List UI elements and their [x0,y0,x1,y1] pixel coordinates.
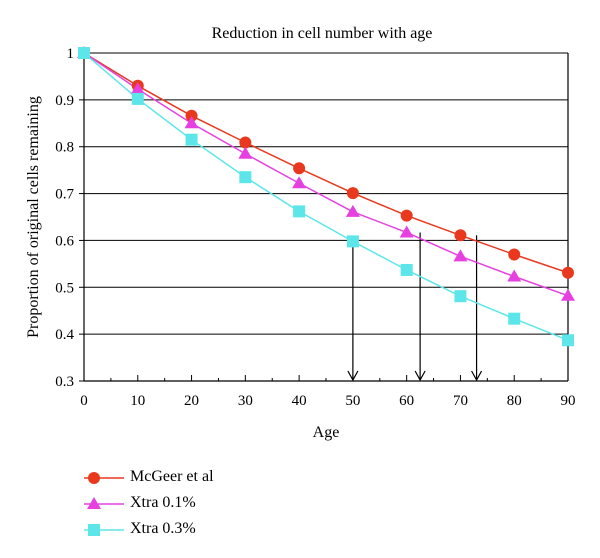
data-point [130,82,145,95]
legend-item-xtra-03: Xtra 0.3% [82,518,282,544]
y-gridlines [84,52,568,382]
annotation-arrows [347,232,483,382]
y-tick-label: 0.9 [55,93,74,109]
data-point [131,92,144,105]
x-axis: 0 10 20 30 40 50 60 70 80 90 [80,375,576,409]
annotation-arrow-head [471,370,483,382]
y-axis-label: Proportion of original cells remaining [25,96,42,338]
data-point [508,248,521,261]
data-point [454,229,467,242]
data-point [238,146,253,159]
y-tick-label: 0.5 [55,280,74,296]
data-point [345,204,360,217]
y-axis: 0.3 0.4 0.5 0.6 0.7 0.8 0.9 1 [55,46,569,390]
data-point [400,209,413,222]
data-point [292,176,307,189]
y-tick-label: 0.3 [55,374,74,390]
x-tick-label: 70 [453,393,468,409]
data-point [293,205,306,218]
legend-swatch-triangle [84,497,124,509]
x-tick-label: 20 [184,393,199,409]
x-tick-label: 0 [80,393,88,409]
data-point [239,171,252,184]
y-tick-label: 0.6 [55,233,74,249]
legend-label: Xtra 0.3% [130,520,196,537]
data-point [185,109,198,122]
annotation-arrow-head [347,370,359,382]
series-line [83,52,569,341]
data-point [400,263,413,276]
data-point [399,225,414,238]
data-point [561,288,575,301]
annotation-arrow-head [414,370,426,382]
legend-label: McGeer et al [130,468,214,485]
data-point [293,162,306,175]
x-tick-label: 90 [561,393,576,409]
series-markers [77,46,575,347]
data-point [239,136,252,149]
data-point [562,266,574,279]
chart-title: Reduction in cell number with age [212,25,433,42]
data-point [507,269,522,282]
x-axis-label: Age [313,424,340,441]
data-point [185,133,198,146]
y-tick-label: 0.4 [55,327,74,343]
data-point [346,187,359,200]
x-tick-label: 10 [130,393,145,409]
legend-item-mcgeer: McGeer et al [82,466,282,492]
data-point [78,47,90,59]
series-line [83,52,569,274]
data-point [508,312,521,325]
y-tick-label: 0.7 [55,187,74,203]
x-tick-label: 80 [507,393,522,409]
data-point [562,334,574,347]
data-point [346,235,359,248]
legend-item-xtra-01: Xtra 0.1% [82,492,282,518]
data-point [453,249,468,262]
legend: McGeer et al Xtra 0.1% Xtra 0.3% [82,466,282,544]
series-lines [83,52,569,341]
x-tick-label: 50 [345,393,360,409]
y-tick-label: 1 [67,46,75,62]
series-line [83,52,569,297]
x-tick-label: 60 [399,393,414,409]
legend-swatch-square [84,524,124,536]
legend-label: Xtra 0.1% [130,494,196,511]
data-point [454,290,467,303]
x-tick-label: 40 [292,393,307,409]
data-point [184,116,199,129]
x-tick-label: 30 [238,393,253,409]
y-tick-label: 0.8 [55,140,74,156]
legend-swatch-circle [84,472,124,484]
